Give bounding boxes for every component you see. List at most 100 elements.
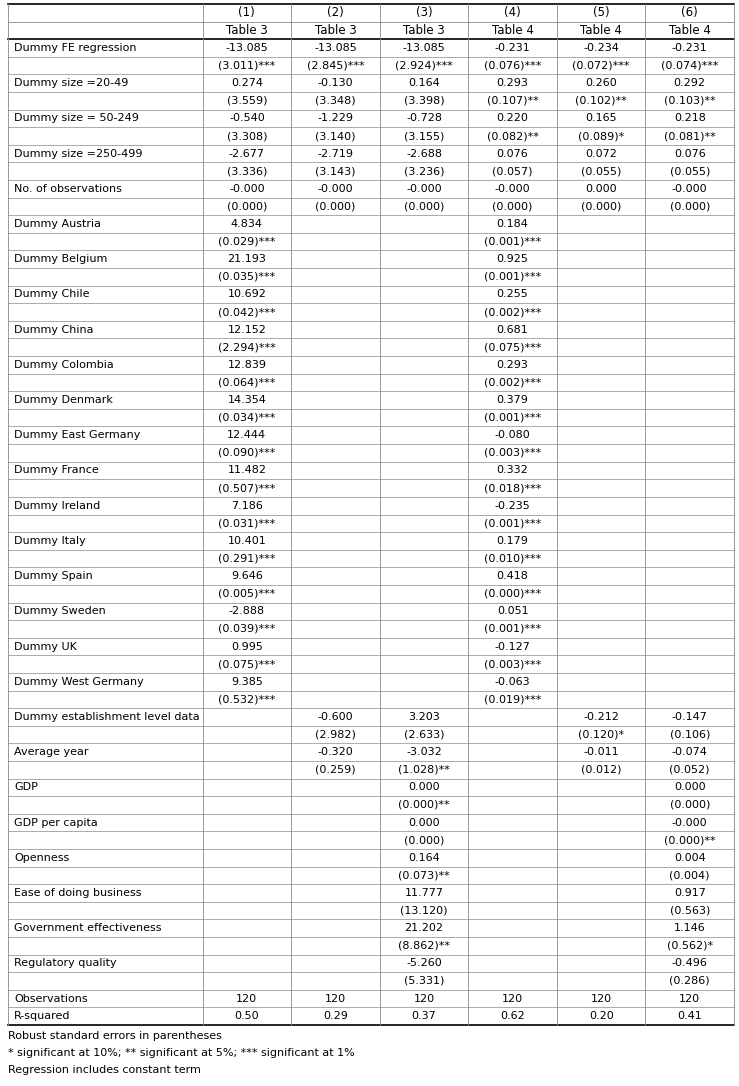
Text: (2.924)***: (2.924)***	[395, 61, 453, 71]
Text: (0.005)***: (0.005)***	[218, 589, 276, 598]
Text: Table 3: Table 3	[226, 24, 268, 37]
Text: Dummy Colombia: Dummy Colombia	[14, 359, 114, 370]
Text: (0.035)***: (0.035)***	[218, 272, 276, 282]
Text: 0.29: 0.29	[323, 1011, 348, 1021]
Text: 0.164: 0.164	[408, 78, 440, 88]
Text: -0.600: -0.600	[318, 712, 353, 722]
Text: (2): (2)	[327, 7, 344, 20]
Text: 0.255: 0.255	[497, 290, 528, 300]
Text: Dummy China: Dummy China	[14, 325, 94, 334]
Text: (4): (4)	[504, 7, 521, 20]
Text: (0.562)*: (0.562)*	[667, 940, 713, 950]
Text: (0.002)***: (0.002)***	[484, 378, 541, 388]
Text: (0.074)***: (0.074)***	[661, 61, 718, 71]
Text: Regression includes constant term: Regression includes constant term	[8, 1065, 201, 1075]
Text: Openness: Openness	[14, 853, 69, 862]
Text: 0.076: 0.076	[497, 149, 528, 159]
Text: 0.293: 0.293	[497, 78, 528, 88]
Text: 9.385: 9.385	[231, 677, 263, 686]
Text: Dummy Spain: Dummy Spain	[14, 571, 93, 581]
Text: Dummy establishment level data: Dummy establishment level data	[14, 712, 200, 722]
Text: (0.259): (0.259)	[315, 765, 355, 774]
Text: Observations: Observations	[14, 994, 88, 1003]
Text: Table 3: Table 3	[315, 24, 356, 37]
Text: (0.004): (0.004)	[670, 870, 710, 881]
Text: (0.055): (0.055)	[581, 166, 621, 176]
Text: GDP: GDP	[14, 782, 38, 793]
Text: (0.090)***: (0.090)***	[218, 447, 276, 458]
Text: (3.336): (3.336)	[227, 166, 267, 176]
Text: (2.982): (2.982)	[315, 730, 356, 740]
Text: -3.032: -3.032	[406, 747, 442, 757]
Text: (0.000): (0.000)	[403, 201, 444, 212]
Text: Dummy Ireland: Dummy Ireland	[14, 501, 101, 510]
Text: (0.532)***: (0.532)***	[218, 694, 276, 705]
Text: Dummy Austria: Dummy Austria	[14, 219, 101, 229]
Text: (0.057): (0.057)	[492, 166, 533, 176]
Text: 120: 120	[502, 994, 523, 1003]
Text: (0.072)***: (0.072)***	[573, 61, 630, 71]
Text: 0.681: 0.681	[497, 325, 528, 334]
Text: -0.063: -0.063	[494, 677, 531, 686]
Text: 12.152: 12.152	[228, 325, 266, 334]
Text: Dummy East Germany: Dummy East Germany	[14, 430, 140, 440]
Text: 0.293: 0.293	[497, 359, 528, 370]
Text: 12.839: 12.839	[228, 359, 266, 370]
Text: 0.917: 0.917	[674, 888, 706, 898]
Text: 3.203: 3.203	[408, 712, 440, 722]
Text: 0.925: 0.925	[497, 254, 528, 264]
Text: (0.081)**: (0.081)**	[664, 131, 715, 141]
Text: -2.688: -2.688	[406, 149, 442, 159]
Text: GDP per capita: GDP per capita	[14, 818, 98, 828]
Text: (0.001)***: (0.001)***	[484, 624, 541, 634]
Text: 11.777: 11.777	[404, 888, 443, 898]
Text: 0.332: 0.332	[497, 466, 528, 476]
Text: -0.540: -0.540	[229, 113, 265, 124]
Text: (0.001)***: (0.001)***	[484, 272, 541, 282]
Text: -13.085: -13.085	[314, 43, 357, 53]
Text: (0.563): (0.563)	[670, 906, 710, 915]
Text: -0.000: -0.000	[406, 184, 442, 193]
Text: 21.193: 21.193	[228, 254, 266, 264]
Text: (0.000): (0.000)	[670, 201, 710, 212]
Text: (2.294)***: (2.294)***	[218, 342, 276, 352]
Text: (0.012): (0.012)	[581, 765, 621, 774]
Text: (0.003)***: (0.003)***	[484, 447, 541, 458]
Text: 0.41: 0.41	[678, 1011, 702, 1021]
Text: -0.320: -0.320	[318, 747, 353, 757]
Text: (0.103)**: (0.103)**	[664, 96, 715, 105]
Text: Regulatory quality: Regulatory quality	[14, 958, 117, 969]
Text: (0.034)***: (0.034)***	[218, 413, 276, 422]
Text: 0.50: 0.50	[234, 1011, 259, 1021]
Text: -5.260: -5.260	[406, 958, 442, 969]
Text: 0.000: 0.000	[585, 184, 617, 193]
Text: (0.000): (0.000)	[227, 201, 267, 212]
Text: (0.001)***: (0.001)***	[484, 237, 541, 247]
Text: Government effectiveness: Government effectiveness	[14, 923, 162, 933]
Text: (0.106): (0.106)	[670, 730, 710, 740]
Text: (0.107)**: (0.107)**	[487, 96, 539, 105]
Text: 0.274: 0.274	[231, 78, 263, 88]
Text: Dummy FE regression: Dummy FE regression	[14, 43, 137, 53]
Text: (0.075)***: (0.075)***	[218, 659, 276, 669]
Text: 0.37: 0.37	[412, 1011, 436, 1021]
Text: (3.559): (3.559)	[227, 96, 267, 105]
Text: (8.862)**: (8.862)**	[398, 940, 450, 950]
Text: (0.000): (0.000)	[492, 201, 533, 212]
Text: 11.482: 11.482	[228, 466, 266, 476]
Text: 0.218: 0.218	[674, 113, 706, 124]
Text: 10.692: 10.692	[228, 290, 266, 300]
Text: Table 4: Table 4	[580, 24, 622, 37]
Text: Ease of doing business: Ease of doing business	[14, 888, 141, 898]
Text: 21.202: 21.202	[404, 923, 443, 933]
Text: (6): (6)	[681, 7, 698, 20]
Text: -0.000: -0.000	[672, 184, 707, 193]
Text: (0.010)***: (0.010)***	[484, 554, 541, 564]
Text: (3.398): (3.398)	[403, 96, 444, 105]
Text: 0.184: 0.184	[497, 219, 528, 229]
Text: 0.418: 0.418	[497, 571, 528, 581]
Text: -0.000: -0.000	[318, 184, 353, 193]
Text: Dummy West Germany: Dummy West Germany	[14, 677, 144, 686]
Text: 0.995: 0.995	[231, 642, 263, 652]
Text: 7.186: 7.186	[231, 501, 263, 510]
